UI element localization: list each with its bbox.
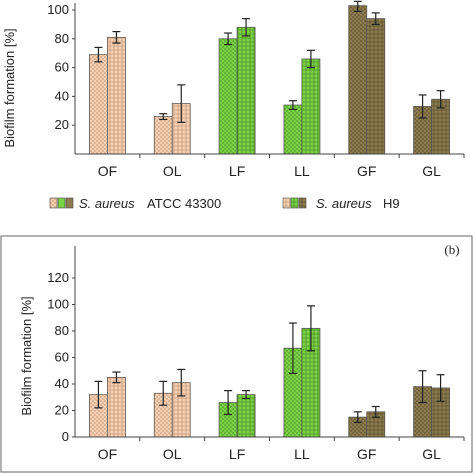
y-axis-label: Biofilm formation [%] [2,28,17,147]
category-label: GL [422,163,441,179]
bar-pattern [283,348,302,437]
y-tick-labels: 20 40 60 80 100 [47,2,75,132]
bar-pattern [366,411,385,437]
category-label: GF [357,446,376,462]
y-tick-label: 120 [47,270,69,285]
bar-pattern [154,116,173,154]
bar-pattern [413,386,432,437]
bar-pattern [348,5,367,155]
category-label: GF [357,163,376,179]
x-tick-labels: OF OL LF LL GF GL [98,154,465,179]
legend-swatch-light-3 [65,197,74,209]
category-label: OF [98,163,117,179]
bar-pattern [431,387,450,437]
y-tick-label: 100 [47,2,69,17]
bar-pattern [154,393,173,437]
y-tick-label: 40 [55,376,69,391]
y-tick-label: 80 [55,323,69,338]
bar-pattern [237,27,256,155]
y-tick-labels: 0 20 40 60 80 100 120 [47,270,75,444]
bar-pattern [107,377,126,437]
y-tick-label: 60 [55,350,69,365]
y-tick-label: 80 [55,31,69,46]
panel-b-frame [0,235,473,473]
bars [89,0,450,155]
bar-pattern [107,37,126,154]
bar-pattern [219,38,238,154]
bar-pattern [301,58,320,154]
bar-pattern [301,328,320,437]
bar-pattern [237,394,256,437]
bar-pattern [366,18,385,154]
bar-pattern [431,99,450,154]
y-tick-label: 0 [62,429,69,444]
legend-label-2-species: S. aureus [316,196,372,211]
panel-a: 20 40 60 80 100 Biofilm formation [%] OF OL LF… [2,0,465,211]
category-label: OL [163,446,182,462]
legend-swatch-overlay-2 [283,198,290,208]
y-tick-label: 20 [55,403,69,418]
legend-label-2-strain: H9 [383,196,400,211]
y-tick-label: 60 [55,60,69,75]
panel-b: (b) 0 20 40 60 80 100 120 Biofilm formation [%… [19,242,465,462]
bar-pattern [89,54,108,154]
legend: S. aureus ATCC 43300 S. aureus H9 [49,196,400,211]
bar-pattern [172,382,191,437]
y-tick-label: 20 [55,117,69,132]
bar-pattern [172,103,191,154]
legend-label-1-strain: ATCC 43300 [147,196,221,211]
bar-pattern [283,105,302,154]
category-label: LF [229,163,245,179]
y-tick-label: 40 [55,88,69,103]
legend-swatch-overlay-3 [291,198,298,208]
category-label: OF [98,446,117,462]
y-tick-label: 100 [47,297,69,312]
bars [89,305,450,438]
bar-pattern [348,417,367,437]
category-label: LL [294,163,310,179]
bar-pattern [413,106,432,154]
legend-swatch-overlay-1 [50,198,57,208]
bar-pattern [219,402,238,437]
legend-swatch-light-2 [57,197,66,209]
x-tick-labels: OF OL LF LL GF GL [98,437,465,462]
category-label: OL [163,163,182,179]
bar-pattern [89,394,108,437]
category-label: GL [422,446,441,462]
legend-swatch-overlay-4 [299,198,306,208]
category-label: LL [294,446,310,462]
y-axis-label: Biofilm formation [%] [19,296,34,415]
legend-label-1-species: S. aureus [79,196,135,211]
panel-label: (b) [444,242,459,257]
category-label: LF [229,446,245,462]
